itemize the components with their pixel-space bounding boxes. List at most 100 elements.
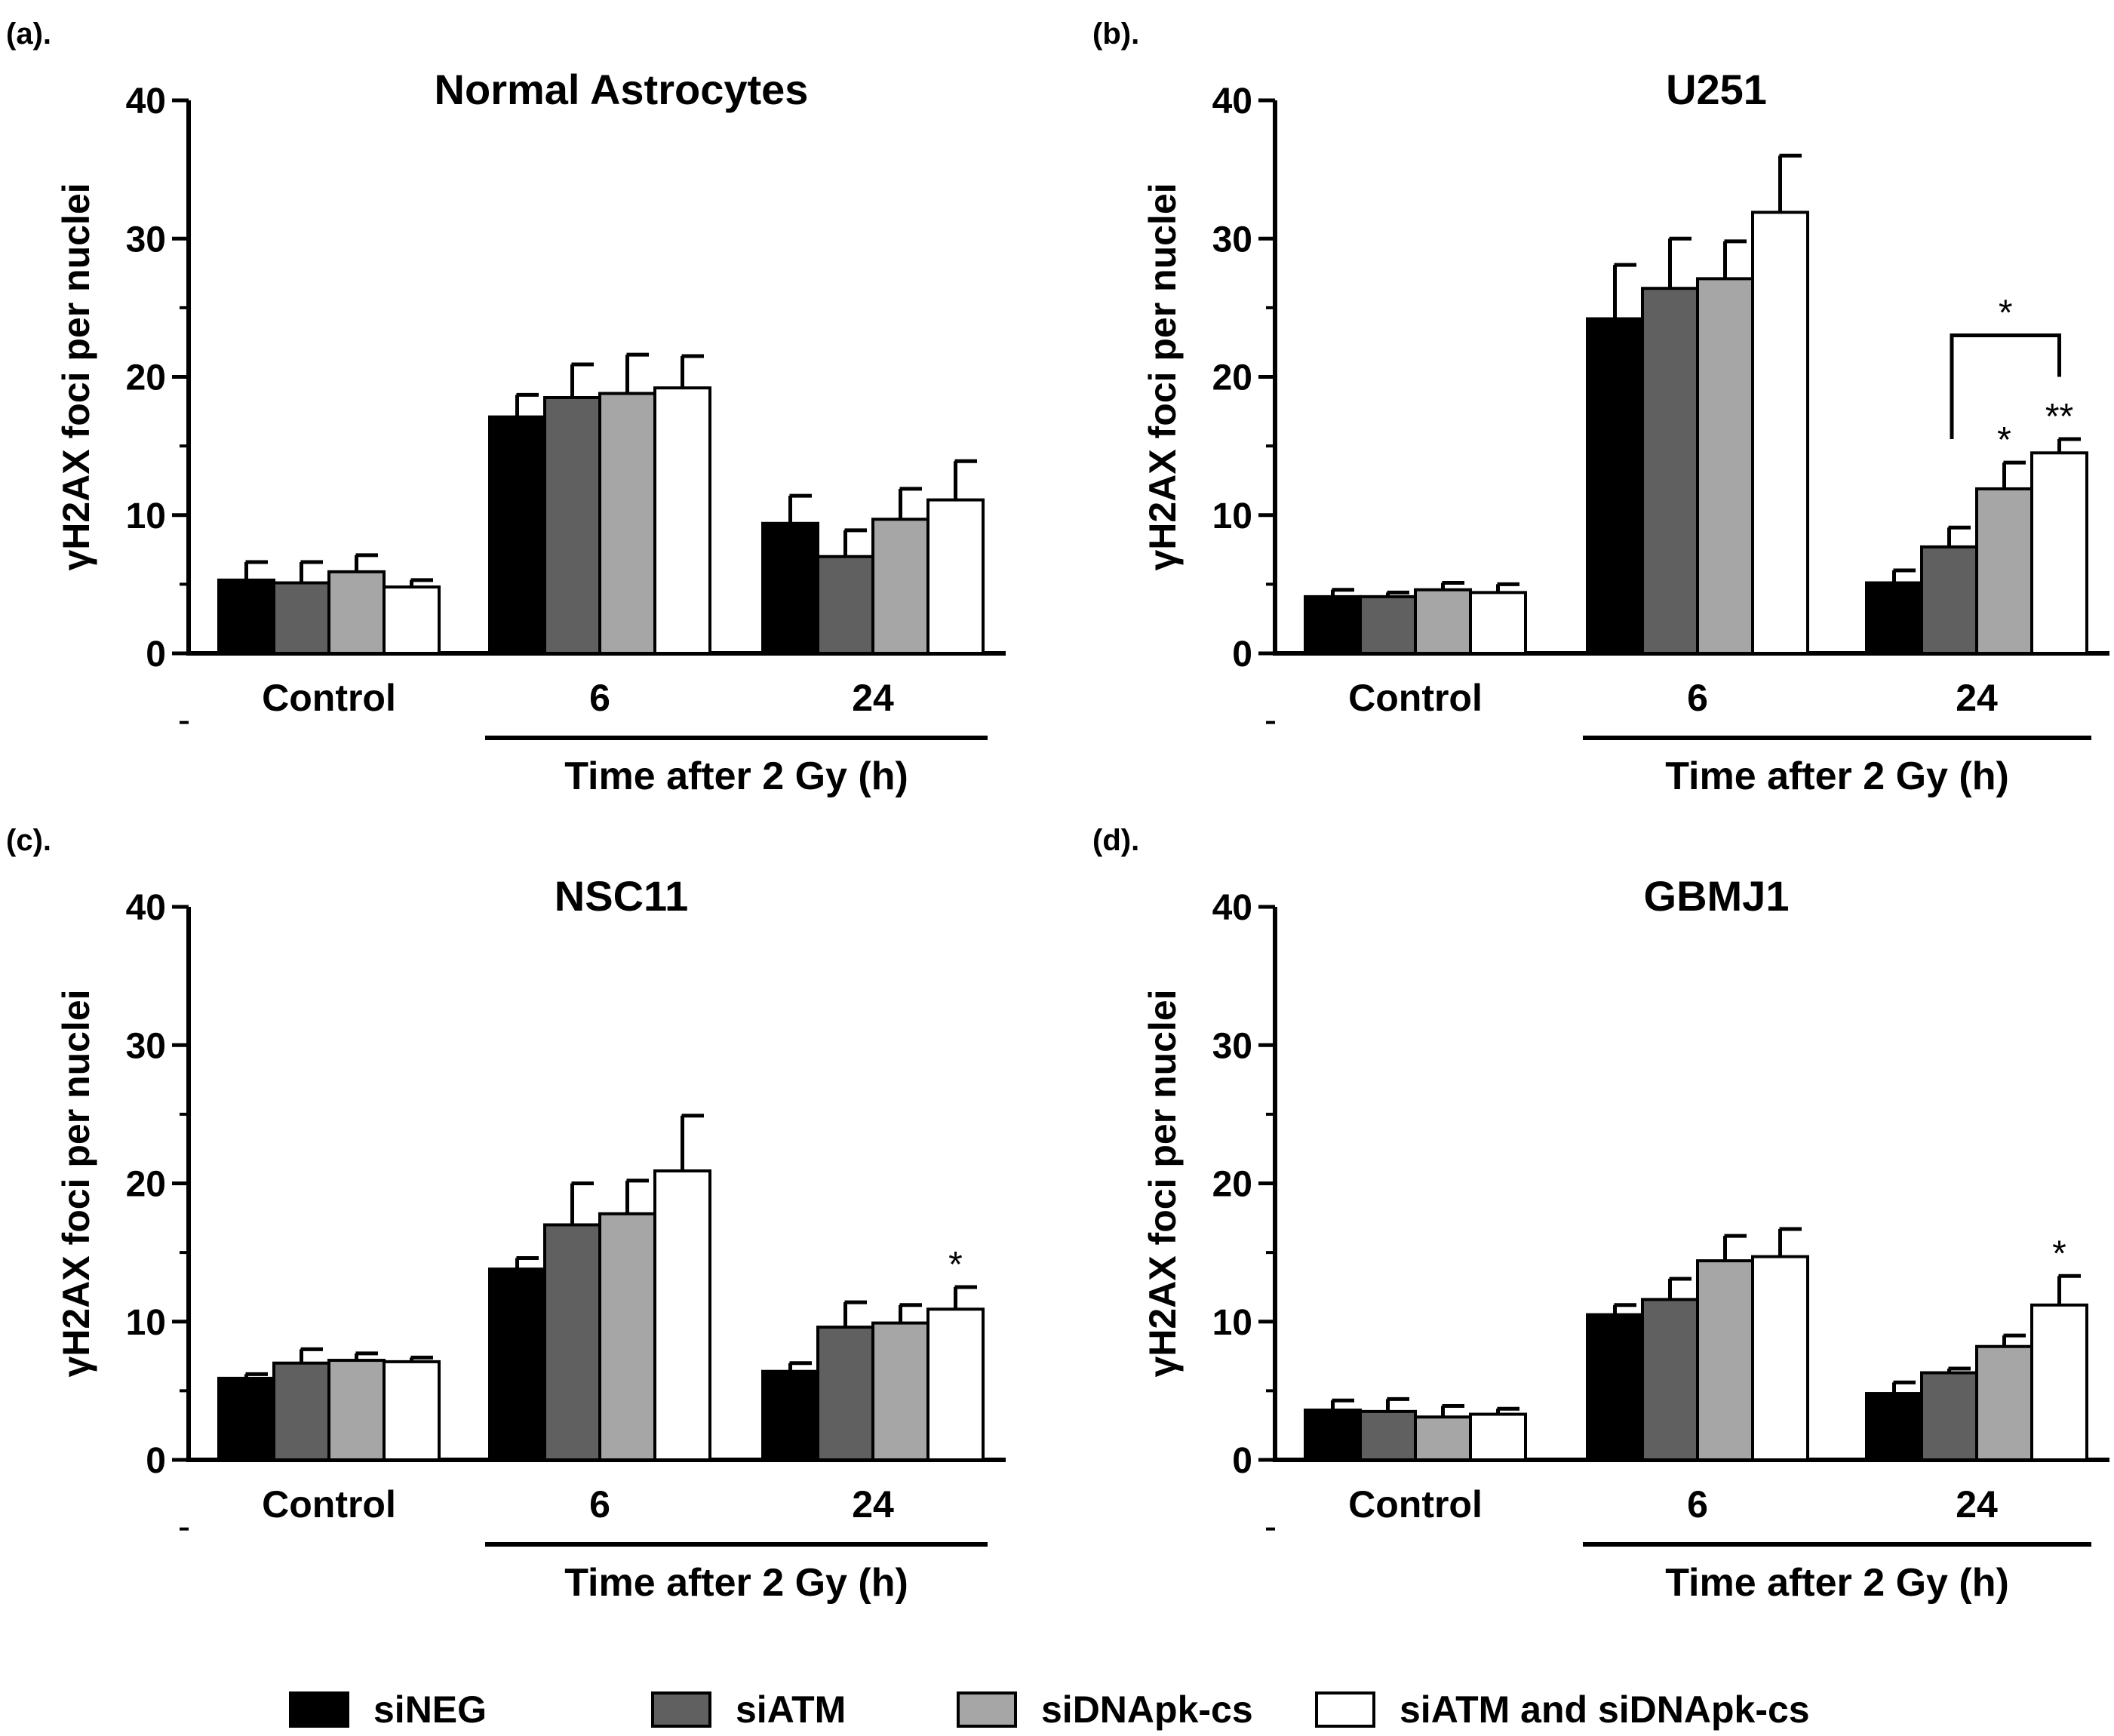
bar-siatm-24 [1920, 545, 1978, 656]
bar-siatm-and-sidnapk-cs-6 [1751, 210, 1809, 655]
legend-swatch-0 [289, 1691, 349, 1728]
y-tick-label: 20 [126, 1165, 166, 1205]
y-tick-label: 20 [126, 358, 166, 398]
legend-label-3: siATM and siDNApk-cs [1400, 1688, 1810, 1731]
panel-label: (b). [1092, 17, 1139, 51]
x-tick-label: Control [1348, 1483, 1483, 1526]
chart-title: GBMJ1 [1644, 872, 1790, 920]
bar-sidnapk-cs-Control [327, 570, 386, 656]
bar-sidnapk-cs-24 [1975, 487, 2033, 655]
x-tick-label: 6 [589, 1483, 610, 1526]
y-tick-label: 0 [1232, 634, 1252, 674]
bar-siatm-and-sidnapk-cs-Control [383, 585, 441, 655]
bar-sineg-Control [1304, 595, 1362, 655]
legend-label-0: siNEG [373, 1688, 487, 1731]
y-tick-label: 0 [146, 634, 166, 674]
y-tick-label: 40 [126, 81, 166, 121]
bar-sineg-6 [1586, 317, 1644, 655]
legend-label-1: siATM [736, 1688, 846, 1731]
chart-title: Normal Astrocytes [435, 66, 809, 113]
bar-siatm-Control [272, 1361, 330, 1461]
x-tick-label: Control [1348, 677, 1483, 719]
y-tick-label: 30 [1212, 220, 1252, 260]
bar-sidnapk-cs-Control [1414, 588, 1472, 656]
y-tick-label: 30 [126, 1026, 166, 1066]
y-tick-label: 10 [1212, 1303, 1252, 1343]
panels: (a). Normal Astrocytes 0 10 20 30 40 γH2AX foci… [6, 17, 2109, 1605]
chart-title: NSC11 [555, 872, 688, 920]
y-tick-label: 0 [1232, 1441, 1252, 1481]
y-axis-label: γH2AX foci per nuclei [1141, 989, 1184, 1377]
x-tick-label: 6 [1687, 677, 1708, 719]
bar-sidnapk-cs-6 [1696, 277, 1754, 655]
bar-siatm-and-sidnapk-cs-24 [2030, 451, 2088, 655]
bar-siatm-and-sidnapk-cs-24 [926, 1307, 985, 1461]
significance-marker: ** [2045, 397, 2073, 437]
bar-sineg-Control [217, 1376, 275, 1462]
y-tick-label: 0 [146, 1441, 166, 1481]
significance-bracket [1950, 333, 2061, 439]
x-tick-label: 24 [1956, 677, 1998, 719]
x-axis-label: Time after 2 Gy (h) [564, 1561, 908, 1605]
bar-siatm-and-sidnapk-cs-6 [653, 386, 711, 655]
bar-sidnapk-cs-6 [598, 1212, 656, 1461]
panel-label: (a). [6, 17, 51, 51]
y-tick-label: 40 [1212, 81, 1252, 121]
x-tick-label: 24 [852, 1483, 894, 1526]
x-tick-label: 6 [1687, 1483, 1708, 1526]
bar-sidnapk-cs-24 [871, 518, 929, 655]
bar-siatm-24 [1920, 1371, 1978, 1461]
bar-siatm-and-sidnapk-cs-6 [1751, 1255, 1809, 1461]
bar-siatm-6 [1641, 287, 1699, 655]
panel-label: (d). [1092, 824, 1139, 857]
bar-siatm-and-sidnapk-cs-Control [1469, 1412, 1527, 1462]
panel-2: (c). NSC11 0 10 20 30 40 γH2AX foci per nuclei C… [6, 824, 1006, 1605]
bar-siatm-and-sidnapk-cs-24 [926, 498, 985, 656]
panel-1: (b). U251 0 10 20 30 40 γH2AX foci per nuclei Co… [1092, 17, 2109, 798]
significance-marker: * [948, 1245, 963, 1285]
x-tick-label: 6 [589, 677, 610, 719]
bar-sidnapk-cs-6 [598, 392, 656, 655]
bar-sineg-Control [217, 578, 275, 655]
legend-swatch-1 [651, 1691, 711, 1728]
chart-title: U251 [1666, 66, 1767, 113]
bar-siatm-6 [543, 1223, 601, 1461]
bar-sineg-6 [1586, 1313, 1644, 1462]
significance-marker: * [2052, 1234, 2066, 1274]
bar-sineg-24 [761, 1369, 819, 1461]
bar-siatm-and-sidnapk-cs-Control [383, 1360, 441, 1462]
y-tick-label: 10 [126, 1303, 166, 1343]
legend-swatch-2 [957, 1691, 1017, 1728]
bar-siatm-24 [816, 555, 874, 655]
bar-sidnapk-cs-Control [1414, 1415, 1472, 1462]
y-tick-label: 10 [1212, 496, 1252, 536]
y-tick-label: 20 [1212, 1165, 1252, 1205]
panel-label: (c). [6, 824, 51, 857]
x-axis-label: Time after 2 Gy (h) [564, 754, 908, 798]
y-axis-label: γH2AX foci per nuclei [55, 989, 97, 1377]
bar-sidnapk-cs-24 [1975, 1344, 2033, 1461]
bar-sidnapk-cs-24 [871, 1321, 929, 1462]
bar-sidnapk-cs-Control [327, 1359, 386, 1461]
bar-sineg-Control [1304, 1409, 1362, 1462]
legend-label-2: siDNApk-cs [1041, 1688, 1253, 1731]
x-tick-label: Control [262, 1483, 396, 1526]
bar-siatm-and-sidnapk-cs-6 [653, 1169, 711, 1461]
bar-sineg-6 [488, 1267, 546, 1461]
bracket-marker: * [1999, 293, 2013, 333]
bar-sineg-6 [488, 415, 546, 656]
y-axis-label: γH2AX foci per nuclei [55, 183, 97, 570]
bar-siatm-24 [816, 1326, 874, 1462]
legend: siNEG siATM siDNApk-cs siATM and siDNApk-cs [289, 1688, 1810, 1731]
bar-siatm-Control [1359, 1409, 1417, 1461]
bar-sidnapk-cs-6 [1696, 1259, 1754, 1461]
bar-siatm-6 [543, 395, 601, 655]
y-tick-label: 40 [126, 888, 166, 928]
panel-3: (d). GBMJ1 0 10 20 30 40 γH2AX foci per nuclei C… [1092, 824, 2109, 1605]
bar-siatm-and-sidnapk-cs-Control [1469, 591, 1527, 655]
y-tick-label: 40 [1212, 888, 1252, 928]
x-tick-label: Control [262, 677, 396, 719]
y-axis-label: γH2AX foci per nuclei [1141, 183, 1184, 570]
significance-marker: * [1997, 420, 2011, 460]
